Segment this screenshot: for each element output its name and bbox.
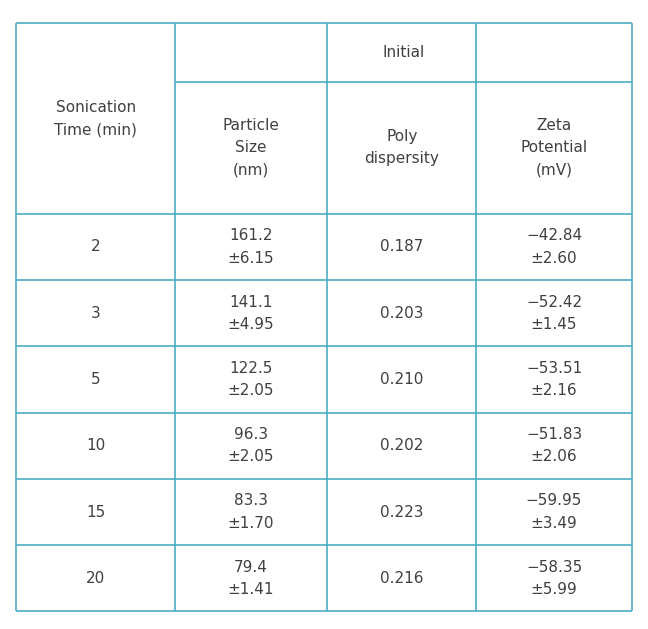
Text: 0.187: 0.187 <box>380 240 423 255</box>
Text: −51.83
±2.06: −51.83 ±2.06 <box>526 427 582 464</box>
Text: 5: 5 <box>91 372 100 387</box>
Text: 0.203: 0.203 <box>380 306 424 321</box>
Text: 141.1
±4.95: 141.1 ±4.95 <box>228 294 274 332</box>
Text: −53.51
±2.16: −53.51 ±2.16 <box>526 361 582 398</box>
Text: 15: 15 <box>86 504 105 520</box>
Text: 0.223: 0.223 <box>380 504 424 520</box>
Text: −58.35
±5.99: −58.35 ±5.99 <box>526 560 582 597</box>
Text: Sonication
Time (min): Sonication Time (min) <box>54 100 137 137</box>
Text: −42.84
±2.60: −42.84 ±2.60 <box>526 228 582 265</box>
Text: Poly
dispersity: Poly dispersity <box>364 129 439 167</box>
Text: 0.216: 0.216 <box>380 571 424 586</box>
Text: Initial: Initial <box>382 45 424 60</box>
Text: 0.210: 0.210 <box>380 372 423 387</box>
Text: Particle
Size
(nm): Particle Size (nm) <box>223 118 279 177</box>
Text: 2: 2 <box>91 240 100 255</box>
Text: 79.4
±1.41: 79.4 ±1.41 <box>228 560 274 597</box>
Text: 83.3
±1.70: 83.3 ±1.70 <box>228 493 274 531</box>
Text: Zeta
Potential
(mV): Zeta Potential (mV) <box>520 118 588 177</box>
Text: 0.202: 0.202 <box>380 438 423 454</box>
Text: 20: 20 <box>86 571 105 586</box>
Text: −52.42
±1.45: −52.42 ±1.45 <box>526 294 582 332</box>
Text: 3: 3 <box>91 306 100 321</box>
Text: −59.95
±3.49: −59.95 ±3.49 <box>526 493 582 531</box>
Text: 10: 10 <box>86 438 105 454</box>
Text: 161.2
±6.15: 161.2 ±6.15 <box>228 228 274 265</box>
Text: 122.5
±2.05: 122.5 ±2.05 <box>228 361 274 398</box>
Text: 96.3
±2.05: 96.3 ±2.05 <box>228 427 274 464</box>
